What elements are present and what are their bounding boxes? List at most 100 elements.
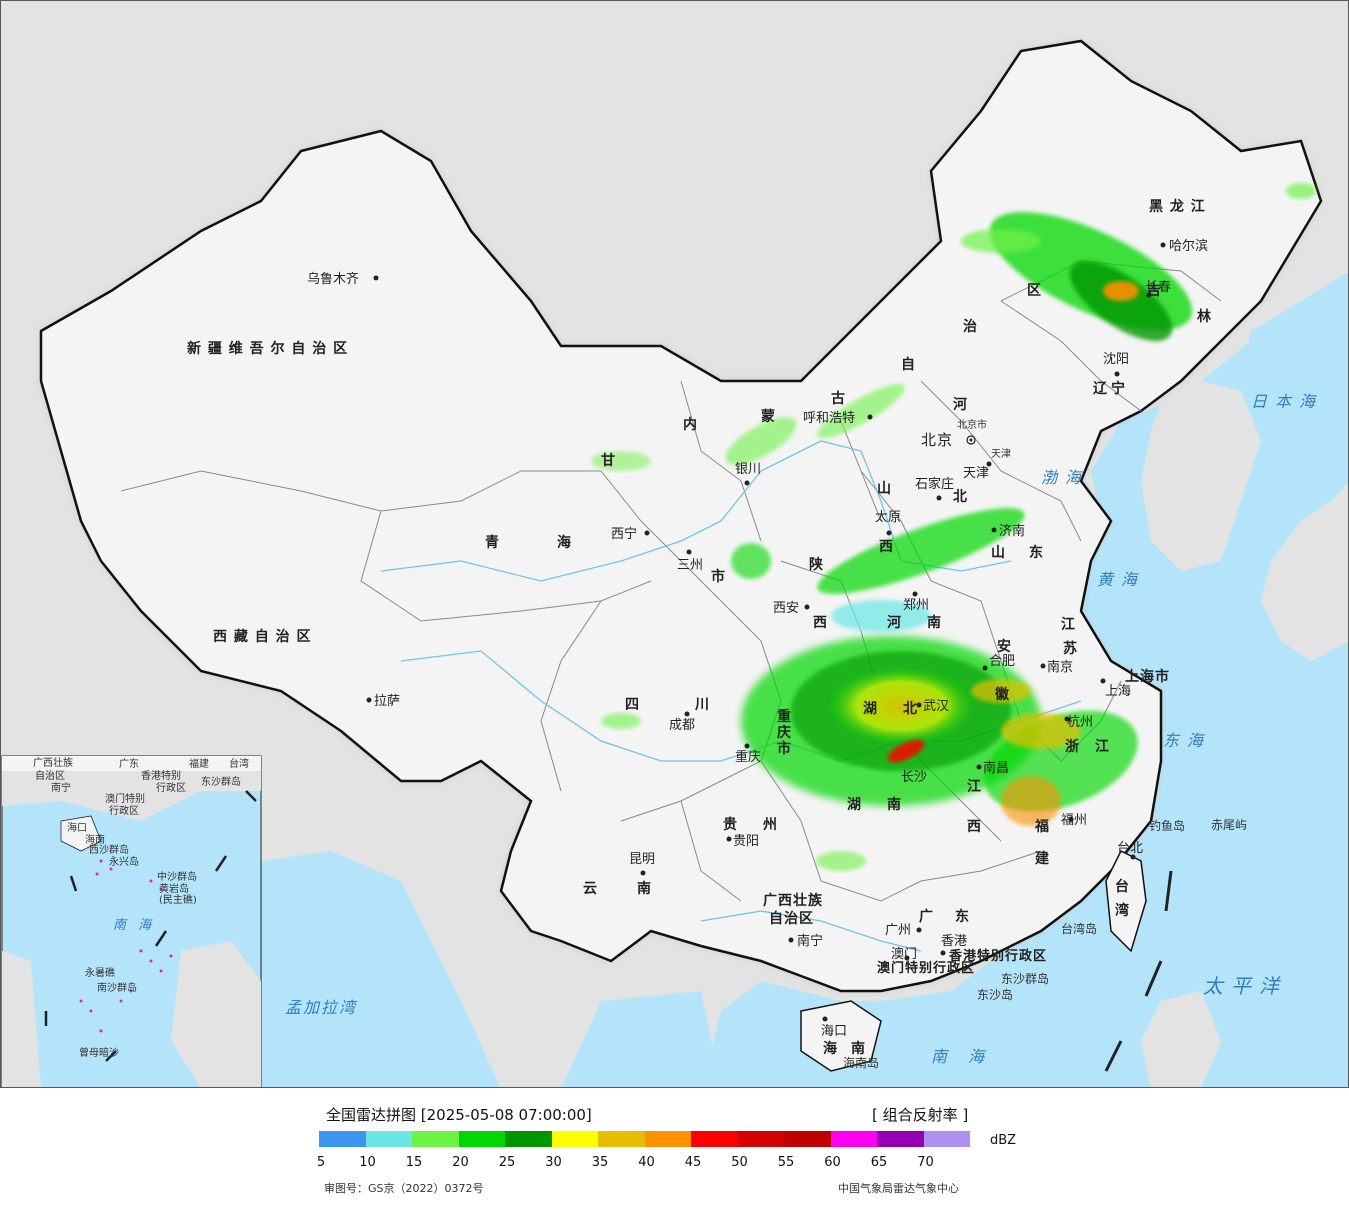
city-wuhan: 武汉 bbox=[923, 699, 949, 714]
city-harbin: 哈尔滨 bbox=[1169, 238, 1208, 254]
city-jinan: 济南 bbox=[999, 523, 1025, 539]
legend-color-13 bbox=[923, 1131, 970, 1147]
philippines-land bbox=[1141, 991, 1221, 1087]
inset-minzhu: (民主礁) bbox=[159, 893, 197, 906]
inset-huangyan: 黄岩岛 bbox=[159, 882, 189, 895]
city-chongqing: 重庆 bbox=[735, 749, 761, 765]
taiwan-land bbox=[1105, 849, 1147, 953]
city-yinchuan: 银川 bbox=[735, 462, 761, 477]
city-hongkong: 香港 bbox=[941, 934, 967, 949]
city-nanjing: 南京 bbox=[1047, 659, 1073, 675]
region-gansu-shi: 市 bbox=[711, 568, 726, 585]
region-zhejiang-1: 浙 bbox=[1065, 738, 1080, 755]
legend-tick-40: 40 bbox=[638, 1155, 655, 1170]
inset-zhongsha: 中沙群岛 bbox=[157, 870, 197, 883]
region-chongqing-2: 庆 bbox=[777, 724, 792, 741]
inset-yongxing: 永兴岛 bbox=[109, 855, 139, 868]
south-sea-extra bbox=[561, 991, 721, 1087]
city-guiyang: 贵阳 bbox=[733, 834, 759, 849]
legend-panel: 全国雷达拼图 [2025-05-08 07:00:00] [ 组合反射率 ] 5… bbox=[0, 1088, 1349, 1208]
city-hefei: 合肥 bbox=[989, 654, 1015, 669]
region-im-3: 古 bbox=[831, 390, 846, 407]
legend-agency: 中国气象局雷达气象中心 bbox=[838, 1182, 959, 1195]
legend-color-4 bbox=[505, 1131, 552, 1147]
region-qinghai-2: 海 bbox=[557, 534, 572, 551]
radar-map[interactable]: 广西壮族 自治区 南宁 广东 福建 台湾 香港特别 行政区 澳门特别 行政区 东… bbox=[0, 0, 1349, 1088]
city-changchun: 长春 bbox=[1145, 280, 1171, 295]
legend-tick-65: 65 bbox=[870, 1155, 888, 1170]
city-beijing: 北京 bbox=[921, 431, 953, 449]
inset-nanning: 南宁 bbox=[51, 781, 71, 794]
city-lanzhou: 三州 bbox=[677, 558, 703, 573]
legend-color-1 bbox=[365, 1131, 412, 1147]
region-liaoning-1: 辽 bbox=[1093, 381, 1108, 397]
island-hainan: 海南岛 bbox=[843, 1055, 879, 1070]
city-changsha: 长沙 bbox=[901, 770, 927, 785]
region-shanxi-2: 西 bbox=[879, 539, 894, 555]
sea-yellow: 黄海 bbox=[1097, 570, 1145, 589]
region-guizhou-2: 州 bbox=[762, 817, 778, 833]
region-jiangsu-2: 苏 bbox=[1063, 640, 1078, 657]
maritime-boundaries bbox=[1104, 870, 1173, 1072]
inset-nansha: 南沙群岛 bbox=[97, 981, 137, 994]
region-hubei-1: 湖 bbox=[863, 701, 878, 717]
region-anhui-1: 安 bbox=[997, 638, 1012, 655]
region-hunan-2: 南 bbox=[887, 796, 902, 813]
region-tibet: 西 藏 自 治 区 bbox=[213, 628, 312, 645]
inset-macau2: 行政区 bbox=[109, 804, 139, 817]
legend-color-10 bbox=[784, 1131, 831, 1147]
legend-product: [ 组合反射率 ] bbox=[872, 1106, 969, 1124]
inset-south-sea: 南 海 bbox=[113, 918, 155, 933]
legend-color-12 bbox=[877, 1131, 924, 1147]
region-shandong-2: 东 bbox=[1029, 544, 1044, 561]
inset-taiwan: 台湾 bbox=[229, 757, 249, 770]
legend-tick-15: 15 bbox=[405, 1155, 423, 1170]
region-xinjiang: 新 疆 维 吾 尔 自 治 区 bbox=[187, 340, 348, 357]
region-fujian-1: 福 bbox=[1034, 818, 1050, 835]
region-jiangxi-1: 江 bbox=[967, 778, 982, 795]
korea-land bbox=[1141, 381, 1261, 571]
city-beijing-small: 北京市 bbox=[957, 418, 987, 431]
legend-color-6 bbox=[598, 1131, 645, 1147]
legend-tick-20: 20 bbox=[452, 1155, 469, 1170]
inset-hk2: 行政区 bbox=[156, 781, 186, 794]
region-chongqing-1: 重 bbox=[777, 708, 792, 725]
legend-color-2 bbox=[412, 1131, 459, 1147]
city-zhengzhou: 郑州 bbox=[903, 598, 929, 613]
city-guangzhou: 广州 bbox=[885, 923, 911, 938]
legend-tick-10: 10 bbox=[359, 1155, 376, 1170]
city-taipei: 台北 bbox=[1117, 841, 1143, 856]
legend-tick-50: 50 bbox=[731, 1155, 748, 1170]
inset-hk: 香港特别 bbox=[141, 770, 181, 782]
region-shandong-1: 山 bbox=[991, 545, 1006, 561]
city-shenyang: 沈阳 bbox=[1103, 352, 1129, 367]
region-hk: 香港特别行政区 bbox=[948, 948, 1047, 964]
region-heilongjiang: 黑 龙 江 bbox=[1149, 198, 1206, 215]
inset-guangxi: 广西壮族 bbox=[33, 756, 73, 769]
legend-title: 全国雷达拼图 [2025-05-08 07:00:00] bbox=[326, 1106, 592, 1124]
bengal-sea bbox=[261, 851, 501, 1087]
city-kunming: 昆明 bbox=[629, 852, 655, 867]
region-guangdong-2: 东 bbox=[955, 908, 970, 925]
region-qinghai-1: 青 bbox=[485, 534, 500, 551]
region-hunan-1: 湖 bbox=[847, 797, 862, 813]
japan-land bbox=[1261, 483, 1348, 661]
region-guizhou-1: 贵 bbox=[723, 816, 738, 833]
region-im-5: 治 bbox=[963, 318, 978, 335]
legend-tick-60: 60 bbox=[824, 1155, 841, 1170]
city-hohhot: 呼和浩特 bbox=[803, 411, 855, 426]
sea-east: 东海 bbox=[1163, 731, 1211, 750]
city-fuzhou: 福州 bbox=[1061, 813, 1087, 828]
region-zhejiang-2: 江 bbox=[1095, 738, 1110, 755]
region-jiangsu-1: 江 bbox=[1061, 616, 1076, 633]
legend-tick-25: 25 bbox=[498, 1155, 516, 1170]
region-hubei-2: 北 bbox=[903, 701, 918, 717]
legend-color-5 bbox=[551, 1131, 598, 1147]
region-guangxi-1: 广西壮族 bbox=[763, 892, 823, 909]
sea-pacific: 太平洋 bbox=[1203, 974, 1287, 998]
inset-xisha: 西沙群岛 bbox=[89, 843, 129, 856]
region-macau: 澳门特别行政区 bbox=[877, 960, 975, 976]
region-labels: 新 疆 维 吾 尔 自 治 区 西 藏 自 治 区 青 海 甘 市 内 蒙 古 … bbox=[187, 198, 1211, 1057]
city-chengdu: 成都 bbox=[669, 718, 695, 733]
legend-color-3 bbox=[458, 1131, 505, 1147]
